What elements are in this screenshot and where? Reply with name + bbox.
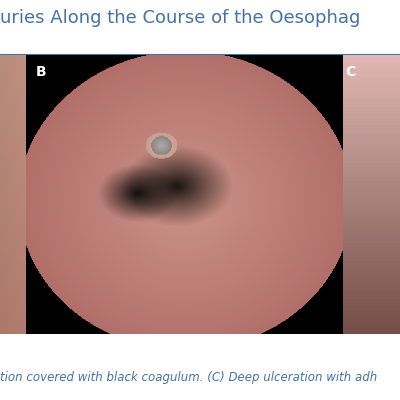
Text: tion covered with black coagulum. (C) Deep ulceration with adh: tion covered with black coagulum. (C) De…: [0, 372, 377, 384]
Text: B: B: [36, 65, 47, 79]
Text: C: C: [345, 65, 356, 79]
Text: uries Along the Course of the Oesophag: uries Along the Course of the Oesophag: [0, 9, 360, 27]
